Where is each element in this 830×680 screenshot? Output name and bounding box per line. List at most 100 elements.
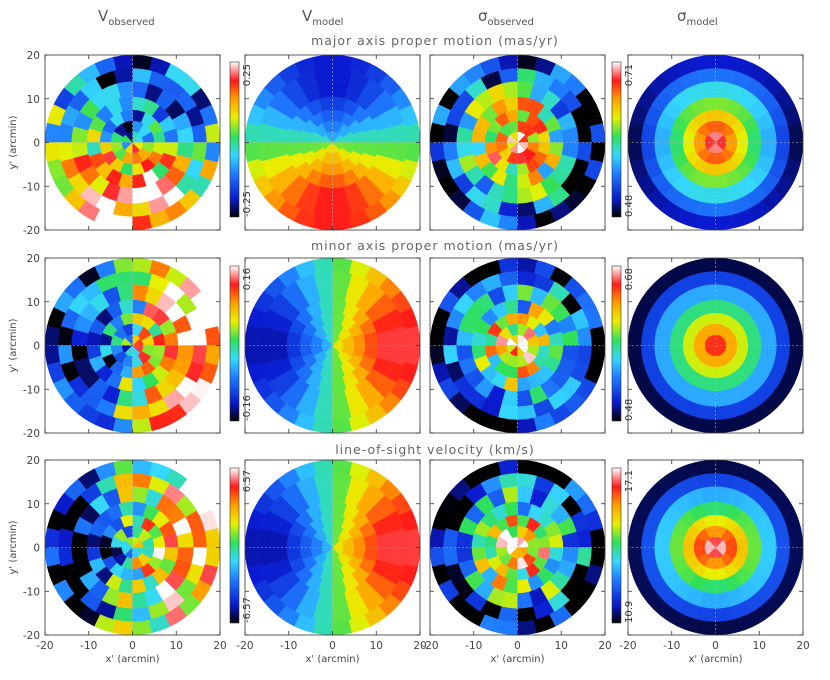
bin-r2-c0-6-0 [204, 527, 221, 548]
bin-r2-c2-6-21 [517, 619, 538, 636]
bin-r0-c3-6-20 [695, 214, 716, 231]
bin-r1-c3-6-27 [787, 345, 804, 366]
bin-r1-c2-5-11 [442, 326, 459, 346]
bin-r2-c1-6-7 [312, 459, 333, 476]
panel-r0-c1 [244, 54, 421, 231]
row-title-2: line-of-sight velocity (km/s) [335, 442, 535, 457]
bin-r2-c1-6-14 [244, 547, 261, 568]
frame-r0-c3 [627, 54, 804, 231]
bin-r1-c0-5-5 [132, 270, 152, 287]
bin-r0-c2-5-11 [442, 123, 459, 143]
bin-r0-c1-5-17 [313, 201, 333, 218]
colorbar-r0-v [229, 61, 240, 218]
colorbar-min-r1-v: -0.16 [242, 395, 253, 421]
bin-r2-c3-6-13 [627, 527, 644, 548]
bin-r1-c2-6-21 [517, 417, 538, 434]
colorbar-max-r1-sigma: 0.68 [624, 268, 635, 290]
frame-r1-c1 [244, 257, 421, 434]
bin-r2-c2-6-20 [497, 619, 518, 636]
panel-r0-c3 [627, 54, 804, 231]
bin-r1-c1-6-20 [312, 417, 333, 434]
col-title-2-base: σ [478, 7, 488, 25]
bin-r0-c2-6-0 [589, 122, 606, 143]
bin-r0-c3-6-21 [715, 214, 736, 231]
bin-r1-c3-6-21 [715, 417, 736, 434]
col-title-3-base: σ [677, 7, 687, 25]
colorbar-r0-sigma [611, 61, 622, 218]
bin-r2-c3-5-5 [715, 472, 735, 489]
bin-r0-c1-6-0 [404, 122, 421, 143]
col-title-1-base: V [302, 7, 313, 25]
bin-r2-c3-6-14 [627, 547, 644, 568]
bin-r0-c3-6-27 [787, 142, 804, 163]
bin-r2-c2-5-17 [498, 606, 518, 623]
bin-r0-c1-6-27 [404, 142, 421, 163]
row-titles: major axis proper motion (mas/yr) minor … [311, 33, 558, 457]
xlabel-c3: x' (arcmin) [688, 654, 742, 665]
bin-r2-c0-6-20 [112, 619, 133, 636]
xtick-label-c3-2: 0 [712, 640, 719, 652]
bin-r0-c3-5-17 [696, 201, 716, 218]
colorbar-r1-v [229, 265, 240, 422]
bin-r1-c1-6-0 [404, 325, 421, 346]
frame-r2-c0: -20-20 -10 -10 0 0 10 10 20 20 y' (arcmin) x' (arc… [8, 455, 227, 665]
bin-r2-c2-5-11 [442, 528, 459, 548]
bin-r2-c3-6-7 [695, 459, 716, 476]
bin-r1-c3-6-6 [715, 257, 736, 274]
bin-r1-c2-6-6 [517, 257, 538, 274]
frame-r1-c3 [627, 257, 804, 434]
frame-r2-c3: -20 -10 0 10 20 x' (arcmin) [619, 459, 810, 665]
bin-r1-c0-6-0 [204, 325, 221, 346]
xtick-label-c3-4: 20 [796, 640, 809, 652]
xlabel-c0: x' (arcmin) [105, 654, 159, 665]
bin-r2-c1-5-23 [391, 547, 408, 567]
bin-r1-c1-6-6 [332, 257, 353, 274]
bin-r2-c0-5-5 [132, 472, 152, 489]
bin-r1-c2-5-23 [576, 345, 593, 365]
bin-r2-c1-6-21 [332, 619, 353, 636]
xtick-label-c2-1: -10 [465, 640, 482, 652]
bin-r2-c0-5-23 [191, 547, 208, 567]
bin-r0-c1-6-14 [244, 142, 261, 163]
bin-r1-c3-5-23 [774, 345, 791, 365]
xtick-label-c3-0: -20 [619, 640, 636, 652]
ytick-label-r0-0: -20 [23, 225, 40, 237]
colorbar-min-r2-v: -6.57 [242, 597, 253, 623]
bin-r2-c3-6-27 [787, 547, 804, 568]
colorbar-max-r2-sigma: 17.1 [624, 470, 635, 492]
bin-r2-c3-5-23 [774, 547, 791, 567]
bin-r0-c0-6-14 [44, 142, 61, 163]
bin-r1-c0-6-13 [44, 325, 61, 346]
colorbar-max-r2-v: 6.57 [242, 470, 253, 492]
xtick-label-c2-2: 0 [514, 640, 521, 652]
bin-r0-c2-5-5 [517, 67, 537, 84]
panel-r0-c2 [429, 54, 606, 231]
panel-r2-c0 [44, 459, 221, 636]
bin-r1-c3-6-20 [695, 417, 716, 434]
bin-r0-c3-5-11 [640, 123, 657, 143]
bin-r2-c1-5-5 [332, 472, 352, 489]
xtick-label-c0-1: -10 [80, 640, 97, 652]
bin-r2-c0-6-6 [132, 459, 153, 476]
bin-r0-c0-6-27 [204, 142, 221, 163]
bin-r0-c1-5-5 [332, 67, 352, 84]
col-title-1: Vmodel [302, 7, 343, 28]
xtick-label-c0-4: 20 [213, 640, 226, 652]
bin-r1-c1-5-5 [332, 270, 352, 287]
column-titles: Vobserved Vmodel σobserved σmodel [98, 7, 718, 28]
bin-r1-c3-5-5 [715, 270, 735, 287]
bin-r2-c3-6-6 [715, 459, 736, 476]
bin-r0-c0-6-0 [204, 122, 221, 143]
bin-r2-c2-5-23 [576, 547, 593, 567]
bin-r2-c2-6-27 [589, 547, 606, 568]
bin-r1-c0-5-17 [113, 404, 133, 421]
col-title-1-sub: model [312, 17, 343, 28]
xtick-label-c0-2: 0 [129, 640, 136, 652]
col-title-3: σmodel [677, 7, 718, 28]
bin-r2-c0-5-11 [57, 528, 74, 548]
ylabel-r2: y' (arcmin) [8, 520, 19, 574]
colorbar-min-r1-sigma: 0.48 [624, 399, 635, 421]
bin-r1-c1-6-13 [244, 325, 261, 346]
bin-r0-c0-5-17 [113, 201, 133, 218]
bin-r0-c1-5-11 [257, 123, 274, 143]
